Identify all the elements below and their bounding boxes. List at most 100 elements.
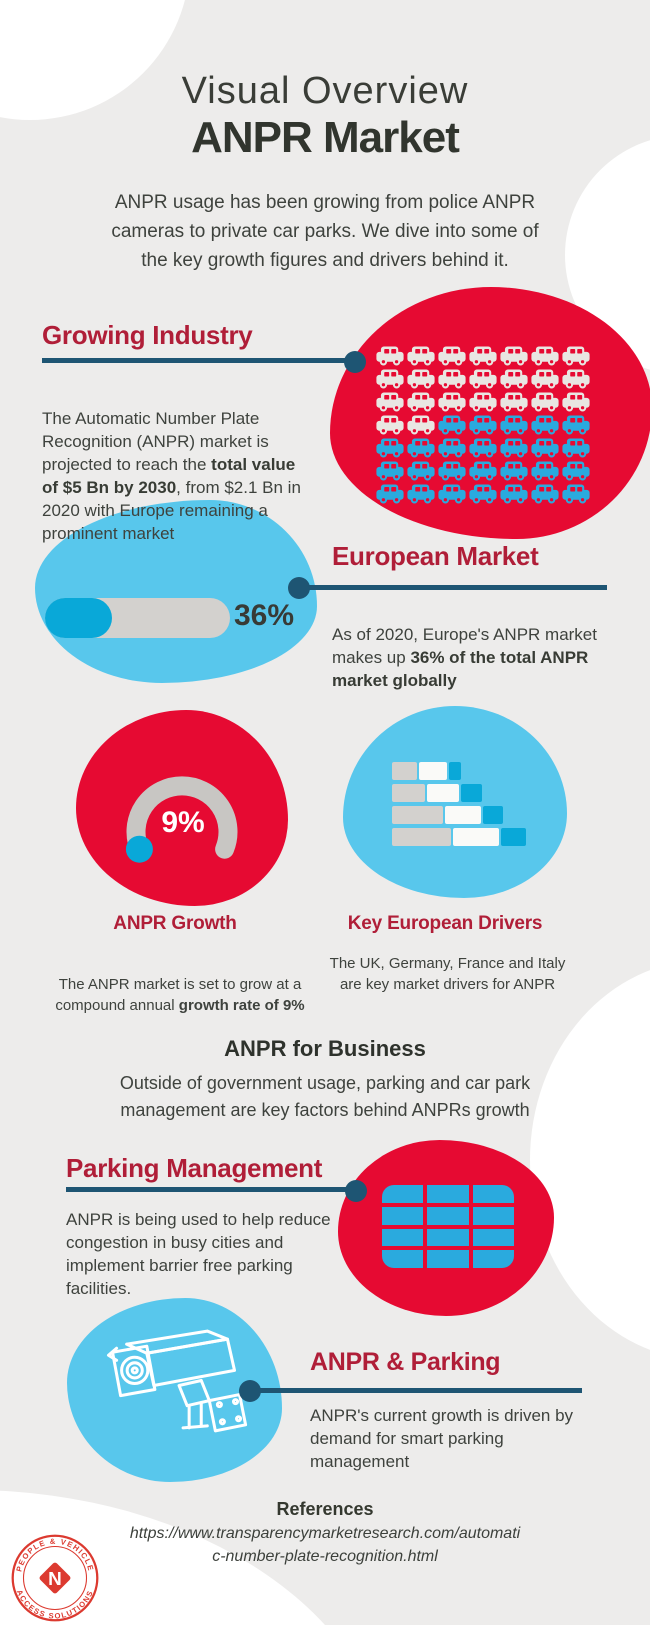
car-icon xyxy=(469,415,497,435)
car-icon xyxy=(407,438,435,458)
car-icon xyxy=(469,461,497,481)
car-icon xyxy=(407,461,435,481)
parking-cell xyxy=(472,1206,514,1225)
car-icon xyxy=(438,461,466,481)
heading-european-market: European Market xyxy=(332,541,539,571)
car-icon xyxy=(376,438,404,458)
car-icon xyxy=(438,369,466,389)
european-market-body: As of 2020, Europe's ANPR market makes u… xyxy=(332,600,632,692)
body-text-bold: 36% of the total ANPR market globally xyxy=(332,648,589,690)
car-icon xyxy=(531,346,559,366)
parking-management-body: ANPR is being used to help reduce conges… xyxy=(66,1210,331,1298)
car-icon xyxy=(469,392,497,412)
body-text: The ANPR market is set to grow at a comp… xyxy=(55,976,302,1014)
heading-growing-industry: Growing Industry xyxy=(42,320,253,350)
drivers-bar-chart xyxy=(392,762,526,850)
car-icon xyxy=(531,438,559,458)
references-url-line1[interactable]: https://www.transparencymarketresearch.c… xyxy=(129,1525,521,1542)
car-icon xyxy=(531,369,559,389)
car-icon xyxy=(407,484,435,504)
car-icon xyxy=(500,484,528,504)
car-icon xyxy=(562,369,590,389)
car-icon xyxy=(500,461,528,481)
parking-cell xyxy=(472,1250,514,1268)
car-icon xyxy=(531,415,559,435)
logo-monogram: N xyxy=(48,1569,62,1590)
bar-row xyxy=(392,762,526,780)
progress-fill xyxy=(45,598,112,638)
bg-blob-right-middle xyxy=(530,960,650,1360)
references-heading: References xyxy=(276,1499,374,1519)
body-text-bold: growth rate of 9% xyxy=(178,997,305,1014)
anpr-business-body: Outside of government usage, parking and… xyxy=(119,1073,531,1120)
connector-dot xyxy=(345,1180,367,1202)
parking-cell xyxy=(427,1250,469,1268)
heading-parking-management: Parking Management xyxy=(66,1153,323,1183)
heading-key-drivers: Key European Drivers xyxy=(347,913,543,934)
progress-value: 36% xyxy=(234,599,295,632)
parking-cell xyxy=(472,1185,514,1203)
bar-row xyxy=(392,784,526,802)
connector-line xyxy=(299,585,607,590)
car-icon xyxy=(469,438,497,458)
car-icon xyxy=(531,392,559,412)
car-icon xyxy=(469,369,497,389)
parking-cell xyxy=(472,1228,514,1247)
car-icon xyxy=(407,369,435,389)
car-icon xyxy=(562,438,590,458)
heading-anpr-parking: ANPR & Parking xyxy=(310,1348,501,1376)
red-blob-gauge xyxy=(76,710,288,906)
body-text: , from $2.1 Bn in 2020 with Europe remai… xyxy=(42,478,301,543)
connector-line xyxy=(66,1187,356,1192)
growing-industry-body: The Automatic Number Plate Recognition (… xyxy=(42,384,342,545)
car-icon xyxy=(531,461,559,481)
gauge-dot-icon xyxy=(125,835,153,863)
bar-row xyxy=(392,806,526,824)
red-blob-parking xyxy=(338,1140,554,1316)
car-icon xyxy=(562,461,590,481)
car-icon xyxy=(469,484,497,504)
key-drivers-body: The UK, Germany, France and Italy are ke… xyxy=(329,955,566,993)
car-icon xyxy=(531,484,559,504)
connector-line xyxy=(250,1388,582,1393)
car-icon xyxy=(500,438,528,458)
anpr-growth-body: The ANPR market is set to grow at a comp… xyxy=(45,953,315,1016)
car-icon xyxy=(376,461,404,481)
body-text-bold: total value of $5 Bn by 2030 xyxy=(42,455,296,497)
car-icon xyxy=(376,392,404,412)
car-icon xyxy=(376,369,404,389)
cctv-camera-icon xyxy=(106,1329,248,1433)
car-icon xyxy=(500,369,528,389)
parking-cell xyxy=(382,1206,424,1225)
car-icon xyxy=(407,415,435,435)
car-icon xyxy=(407,346,435,366)
company-logo: PEOPLE & VEHICLE ACCESS SOLUTIONS N xyxy=(11,1534,99,1622)
car-icon xyxy=(438,392,466,412)
car-icon xyxy=(376,415,404,435)
car-icon xyxy=(562,415,590,435)
bar-row xyxy=(392,828,526,846)
car-icon xyxy=(438,415,466,435)
logo-inner-ring-icon xyxy=(22,1545,88,1611)
car-icon xyxy=(500,392,528,412)
car-icon xyxy=(500,346,528,366)
heading-anpr-growth: ANPR Growth xyxy=(113,913,237,934)
car-icon xyxy=(500,415,528,435)
blue-blob-bars xyxy=(343,706,567,898)
car-icon xyxy=(376,346,404,366)
gauge-arc xyxy=(125,776,238,863)
car-icon xyxy=(562,484,590,504)
anpr-parking-body: ANPR's current growth is driven by deman… xyxy=(310,1406,574,1471)
body-text: The Automatic Number Plate Recognition (… xyxy=(42,409,269,474)
car-icon xyxy=(407,392,435,412)
car-icon xyxy=(438,484,466,504)
page-intro: ANPR usage has been growing from police … xyxy=(111,192,539,271)
parking-grid xyxy=(382,1185,514,1268)
parking-cell xyxy=(427,1206,469,1225)
car-icon xyxy=(438,438,466,458)
references-url-line2[interactable]: c-number-plate-recognition.html xyxy=(212,1548,438,1565)
parking-cell xyxy=(427,1185,469,1203)
parking-cell xyxy=(427,1228,469,1247)
page-title-line1: Visual Overview xyxy=(181,70,469,112)
